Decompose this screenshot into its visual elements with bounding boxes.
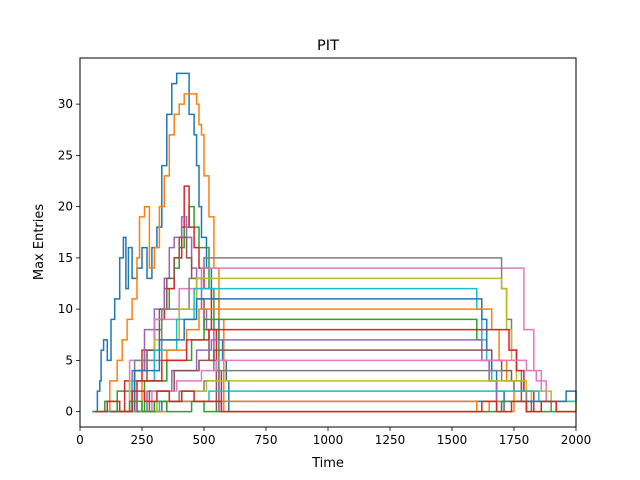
y-tick-label: 5 — [65, 353, 73, 367]
x-tick-label: 1500 — [437, 433, 468, 447]
series-line-5 — [109, 216, 220, 413]
x-tick-label: 750 — [255, 433, 278, 447]
y-axis-ticks: 0 5 10 15 20 25 30 — [58, 97, 80, 419]
y-tick-label: 20 — [58, 200, 73, 214]
y-tick-label: 0 — [65, 405, 73, 419]
y-tick-label: 25 — [58, 148, 73, 162]
series-line-24 — [94, 390, 576, 413]
y-tick-label: 10 — [58, 302, 73, 316]
y-tick-label: 30 — [58, 97, 73, 111]
x-tick-label: 250 — [131, 433, 154, 447]
x-axis-ticks: 0 250 500 750 1000 1250 1500 1750 2000 — [76, 427, 591, 447]
x-tick-label: 2000 — [561, 433, 592, 447]
plot-area — [92, 72, 577, 413]
series-line-14 — [112, 328, 535, 413]
x-tick-label: 1250 — [375, 433, 406, 447]
x-tick-label: 1750 — [499, 433, 530, 447]
y-tick-label: 15 — [58, 251, 73, 265]
series-line-17 — [127, 359, 557, 413]
x-tick-label: 0 — [76, 433, 84, 447]
x-axis-label: Time — [311, 456, 344, 471]
chart-title: PIT — [317, 38, 339, 54]
y-axis-label: Max Entries — [32, 204, 47, 281]
x-tick-label: 1000 — [313, 433, 344, 447]
series-line-2 — [102, 93, 225, 413]
x-tick-label: 500 — [193, 433, 216, 447]
